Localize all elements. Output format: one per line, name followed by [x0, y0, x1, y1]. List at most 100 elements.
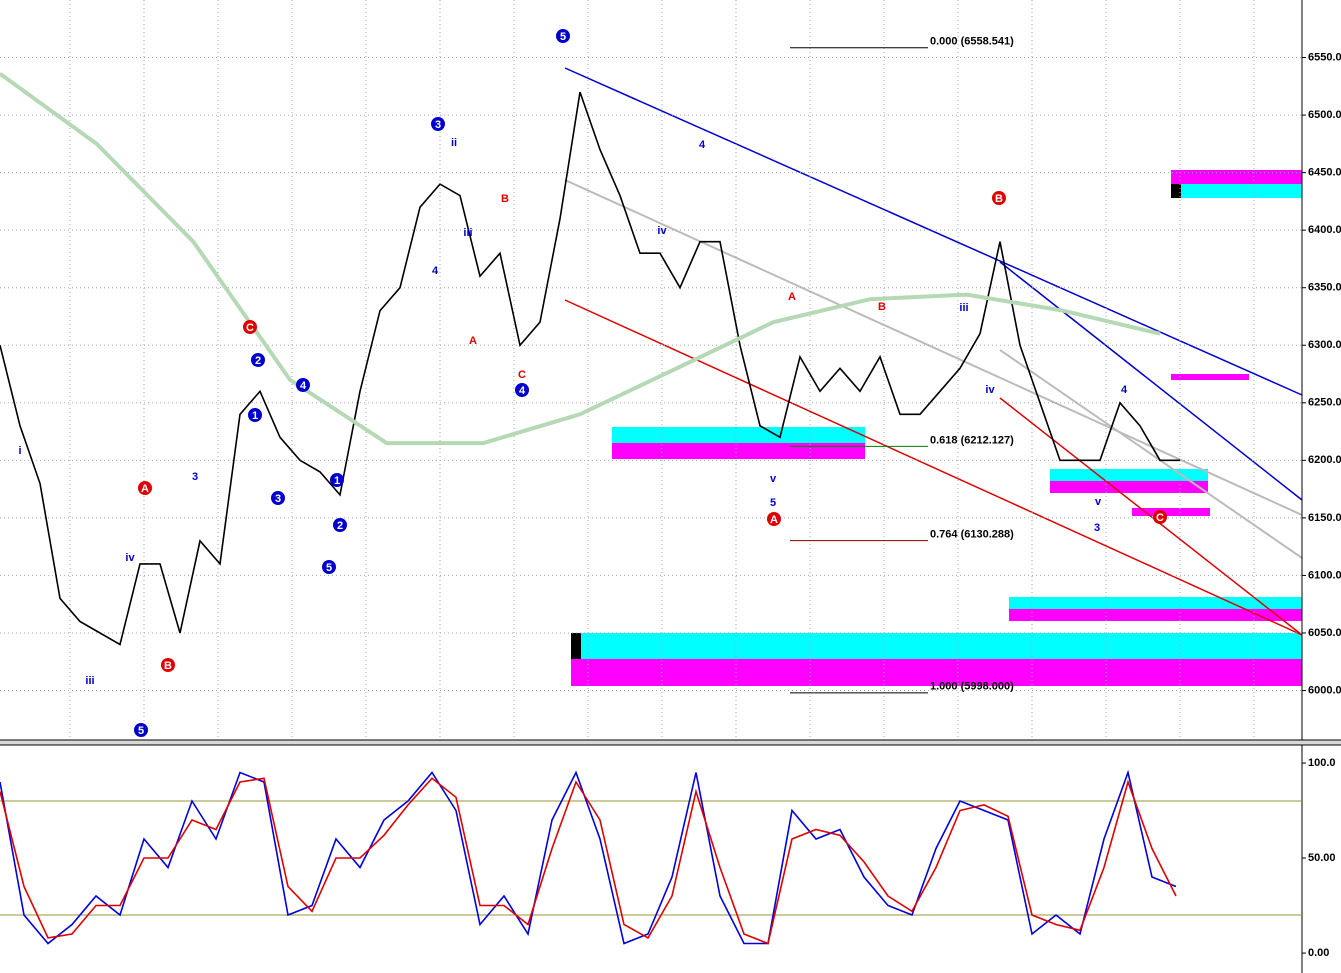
- wave-label: iii: [85, 675, 94, 687]
- wave-marker: [431, 117, 445, 131]
- wave-label: 3: [275, 493, 281, 505]
- y-tick-label: 6050.0: [1308, 627, 1341, 639]
- fib-label: 0.764 (6130.288): [930, 528, 1014, 540]
- zone: [1009, 609, 1302, 621]
- wave-marker: [333, 518, 347, 532]
- wave-label: iii: [959, 302, 968, 314]
- wave-marker: [161, 658, 175, 672]
- trend-line: [564, 299, 1303, 636]
- trend-line: [999, 397, 1303, 636]
- y-tick-label: 6100.0: [1308, 569, 1341, 581]
- zone: [612, 443, 865, 459]
- wave-marker: [271, 491, 285, 505]
- wave-label: 1: [252, 410, 258, 422]
- zone: [1009, 597, 1302, 609]
- wave-label: iv: [985, 384, 995, 396]
- wave-label: 4: [699, 139, 706, 151]
- trend-line: [564, 67, 1303, 396]
- y-tick-label: 100.0: [1308, 757, 1336, 769]
- y-tick-label: 6000.0: [1308, 684, 1341, 696]
- y-tick-label: 0.00: [1308, 947, 1329, 959]
- zone: [1171, 374, 1249, 380]
- wave-label: B: [995, 193, 1003, 205]
- y-tick-label: 6400.0: [1308, 224, 1341, 236]
- wave-label: 5: [326, 562, 332, 574]
- wave-label: v: [1095, 496, 1102, 508]
- wave-label: ii: [451, 137, 457, 149]
- wave-label: B: [878, 301, 886, 313]
- wave-label: 3: [1094, 522, 1100, 534]
- wave-label: C: [518, 369, 526, 381]
- wave-marker: [248, 408, 262, 422]
- wave-label: 4: [300, 380, 307, 392]
- trend-line: [564, 179, 1303, 516]
- wave-label: 2: [255, 355, 261, 367]
- wave-marker: [1153, 510, 1167, 524]
- zone: [1132, 508, 1210, 516]
- series-line: [0, 72, 1161, 446]
- zone: [1050, 469, 1208, 481]
- y-tick-label: 6250.0: [1308, 397, 1341, 409]
- y-tick-label: 6200.0: [1308, 454, 1341, 466]
- y-tick-label: 6500.0: [1308, 109, 1341, 121]
- wave-marker: [296, 378, 310, 392]
- y-tick-label: 6450.0: [1308, 167, 1341, 179]
- y-tick-label: 6550.0: [1308, 51, 1341, 63]
- wave-marker: [251, 353, 265, 367]
- y-tick-label: 50.00: [1308, 852, 1336, 864]
- price-axis: [1302, 0, 1341, 973]
- wave-label: A: [770, 514, 778, 526]
- wave-label: i: [18, 445, 21, 457]
- wave-label: 4: [1121, 384, 1128, 396]
- zone: [1050, 481, 1208, 493]
- wave-label: 3: [435, 119, 441, 131]
- wave-label: A: [469, 335, 477, 347]
- wave-marker: [330, 473, 344, 487]
- wave-marker: [767, 512, 781, 526]
- zone: [612, 427, 865, 443]
- fib-label: 1.000 (5998.000): [930, 681, 1014, 693]
- wave-label: 4: [432, 265, 439, 277]
- y-tick-label: 6300.0: [1308, 339, 1341, 351]
- wave-label: v: [770, 473, 777, 485]
- wave-label: 5: [138, 725, 144, 737]
- series-line: [0, 91, 1180, 646]
- wave-label: 5: [560, 31, 566, 43]
- wave-label: 3: [192, 471, 198, 483]
- trend-line: [999, 261, 1303, 501]
- wave-label: 2: [337, 520, 343, 532]
- wave-marker: [515, 383, 529, 397]
- zone: [571, 633, 1302, 659]
- fib-label: 0.618 (6212.127): [930, 434, 1014, 446]
- zone-marker: [1171, 184, 1181, 198]
- wave-label: 5: [770, 497, 776, 509]
- wave-label: A: [141, 483, 149, 495]
- wave-marker: [134, 723, 148, 737]
- wave-label: 4: [519, 385, 526, 397]
- series-line: [0, 777, 1177, 945]
- trend-line: [999, 349, 1303, 559]
- zone: [1171, 170, 1302, 184]
- wave-label: B: [501, 193, 509, 205]
- wave-marker: [322, 560, 336, 574]
- wave-marker: [556, 29, 570, 43]
- wave-marker: [992, 191, 1006, 205]
- wave-label: iv: [125, 552, 135, 564]
- wave-label: iv: [657, 225, 667, 237]
- zone-marker: [571, 633, 581, 659]
- trend-lines: [564, 67, 1303, 636]
- zone: [1171, 184, 1302, 198]
- wave-marker: [138, 481, 152, 495]
- wave-label: B: [164, 660, 172, 672]
- y-tick-label: 6350.0: [1308, 282, 1341, 294]
- y-tick-label: 6150.0: [1308, 512, 1341, 524]
- wave-label: A: [788, 291, 796, 303]
- wave-label: C: [246, 322, 254, 334]
- wave-label: iii: [463, 227, 472, 239]
- wave-label: C: [1156, 512, 1164, 524]
- wave-label: 1: [334, 475, 340, 487]
- fib-label: 0.000 (6558.541): [930, 36, 1014, 48]
- panel-divider: [0, 740, 1341, 745]
- wave-marker: [243, 320, 257, 334]
